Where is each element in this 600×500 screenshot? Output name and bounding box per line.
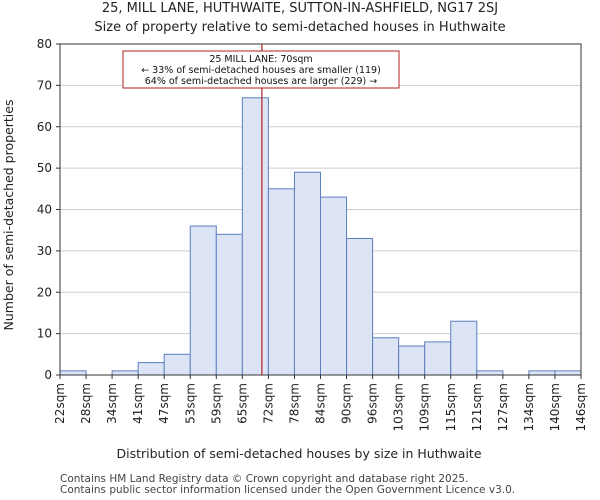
bar-78sqm [293,171,322,376]
bar-140sqm [554,370,582,376]
bar-109sqm [424,341,452,376]
annotation-line-1: 25 MILL LANE: 70sqm [209,54,312,65]
x-axis-label: Distribution of semi-detached houses by … [116,446,481,461]
x-tick-label: 121sqm [470,383,484,431]
x-tick-label: 22sqm [53,383,67,424]
x-tick-label: 65sqm [235,383,249,424]
y-tick-label: 10 [37,327,52,341]
x-tick-label: 41sqm [131,383,145,424]
x-tick-label: 96sqm [366,383,380,424]
chart-title: 25, MILL LANE, HUTHWAITE, SUTTON-IN-ASHF… [101,1,499,16]
annotation-box: 25 MILL LANE: 70sqm ← 33% of semi-detach… [122,50,400,89]
x-tick-label: 59sqm [209,383,223,424]
y-tick-label: 50 [37,161,52,175]
x-tick-label: 127sqm [496,383,510,431]
axes [59,43,582,379]
x-tick-label: 47sqm [157,383,171,424]
annotation-line-3: 64% of semi-detached houses are larger (… [145,76,378,87]
bar-90sqm [346,237,374,376]
bar-103sqm [398,345,426,376]
x-tick-label: 146sqm [574,383,588,431]
annotation-line-2: ← 33% of semi-detached houses are smalle… [141,65,381,76]
bar-59sqm [215,233,243,376]
x-tick-label: 90sqm [340,383,354,424]
bar-65sqm [241,97,269,376]
x-tick-label: 34sqm [105,383,119,424]
footer-line-1: Contains HM Land Registry data © Crown c… [60,473,469,485]
footer-line-2: Contains public sector information licen… [60,484,516,496]
x-tick-label: 53sqm [183,383,197,424]
y-tick-label: 70 [37,78,52,92]
bar-53sqm [189,225,217,376]
y-axis-label: Number of semi-detached properties [1,100,16,331]
bar-22sqm [59,370,87,376]
x-tick-label: 140sqm [548,383,562,431]
bar-47sqm [163,353,191,376]
x-tick-label: 84sqm [314,383,328,424]
x-tick-labels: 22sqm 28sqm 34sqm 41sqm 47sqm 53sqm 59sqm 65sqm… [53,383,588,431]
bar-121sqm [476,370,504,376]
y-tick-label: 30 [37,244,52,258]
bar-34sqm [111,370,139,376]
chart-subtitle: Size of property relative to semi-detach… [94,20,506,35]
x-tick-label: 134sqm [522,383,536,431]
y-tick-label: 60 [37,120,52,134]
y-tick-labels: 0 10 20 30 40 50 60 70 80 [37,37,52,382]
bar-96sqm [372,337,400,376]
bar-72sqm [267,188,295,376]
x-tick-label: 103sqm [392,383,406,431]
bar-134sqm [528,370,556,376]
y-tick-label: 80 [37,37,52,51]
y-tick-label: 0 [44,368,52,382]
bar-41sqm [137,362,165,376]
x-tick-label: 72sqm [261,383,275,424]
x-tick-label: 109sqm [418,383,432,431]
y-tick-label: 20 [37,285,52,299]
bar-115sqm [450,320,478,376]
x-tick-label: 28sqm [79,383,93,424]
x-tick-label: 78sqm [287,383,301,424]
bar-84sqm [320,196,348,376]
y-tick-label: 40 [37,203,52,217]
x-tick-label: 115sqm [444,383,458,431]
annotation-frame [122,50,400,89]
